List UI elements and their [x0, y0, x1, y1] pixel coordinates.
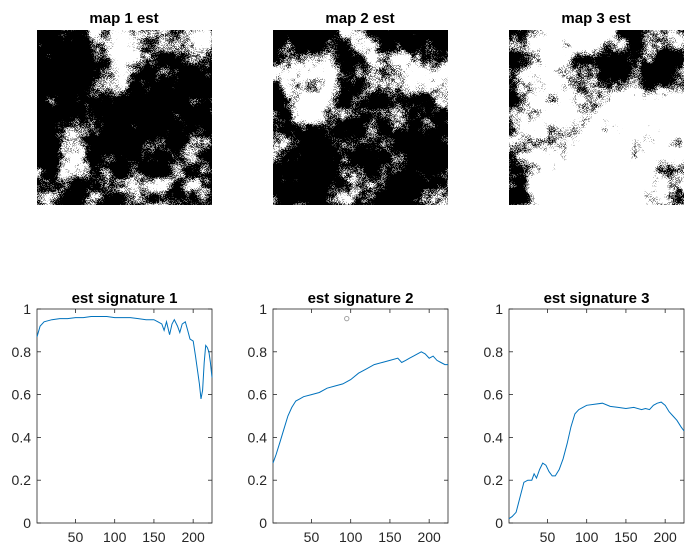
y-tick-label: 0.4: [12, 429, 32, 445]
y-tick-label: 0.6: [484, 387, 504, 403]
x-tick-label: 200: [653, 529, 677, 545]
x-tick-label: 100: [103, 529, 127, 545]
x-tick-label: 150: [378, 529, 402, 545]
abundance-map-image: [273, 30, 448, 205]
map-panel-2: map 2 est: [273, 10, 448, 205]
y-tick-label: 1: [495, 301, 503, 317]
x-tick-label: 100: [575, 529, 599, 545]
y-tick-label: 0.8: [248, 344, 268, 360]
axes-box: [508, 308, 685, 524]
map-title: map 3 est: [561, 10, 630, 27]
x-tick-label: 100: [339, 529, 363, 545]
y-tick-label: 0.6: [248, 387, 268, 403]
y-tick-label: 0.4: [248, 429, 268, 445]
y-tick-label: 1: [259, 301, 267, 317]
y-tick-label: 0.8: [12, 344, 32, 360]
plot-title: est signature 2: [308, 290, 414, 307]
x-tick-label: 150: [142, 529, 166, 545]
plot-title: est signature 3: [544, 290, 650, 307]
x-tick-label: 50: [304, 529, 320, 545]
axes-box: [272, 308, 449, 524]
map-title: map 2 est: [325, 10, 394, 27]
abundance-map-image: [37, 30, 212, 205]
x-tick-label: 150: [614, 529, 638, 545]
x-tick-label: 50: [540, 529, 556, 545]
signature-line: [36, 316, 213, 399]
x-tick-label: 200: [181, 529, 205, 545]
axes-box: [36, 308, 213, 524]
y-tick-label: 0.8: [484, 344, 504, 360]
y-tick-label: 0.2: [12, 472, 32, 488]
signature-line: [508, 401, 685, 520]
map-panel-1: map 1 est: [37, 10, 212, 205]
x-tick-label: 200: [417, 529, 441, 545]
map-panel-3: map 3 est: [509, 10, 684, 205]
y-tick-label: 0: [23, 515, 31, 531]
x-tick-label: 50: [68, 529, 84, 545]
map-title: map 1 est: [89, 10, 158, 27]
signature-plot-1: est signature 1 50 100 150 200 0 0.2 0.4 0.6 0.8 1: [12, 290, 213, 545]
abundance-map-image: [509, 30, 684, 205]
y-tick-label: 0.6: [12, 387, 32, 403]
y-tick-label: 0.2: [484, 472, 504, 488]
signature-line: [272, 351, 448, 464]
y-tick-label: 1: [23, 301, 31, 317]
y-tick-label: 0: [495, 515, 503, 531]
signature-plot-2: est signature 2 50 100 150 200 0 0.2 0.4 0.6 0.8 1: [248, 290, 449, 545]
signature-plot-3: est signature 3 50 100 150 200 0 0.2 0.4 0.6 0.8 1: [484, 290, 685, 545]
outlier-marker: [344, 315, 350, 322]
plot-title: est signature 1: [72, 290, 178, 307]
y-tick-label: 0: [259, 515, 267, 531]
y-tick-label: 0.4: [484, 429, 504, 445]
y-tick-label: 0.2: [248, 472, 268, 488]
